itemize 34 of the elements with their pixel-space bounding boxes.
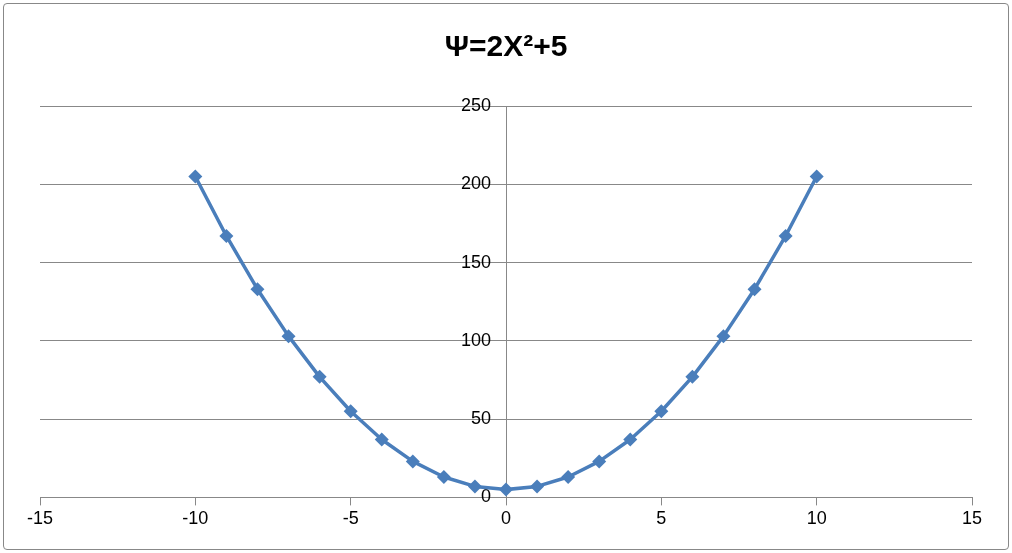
point (250, 282, 265, 297)
point (530, 479, 545, 494)
x-tick-label: 5 (656, 508, 667, 529)
point (467, 479, 482, 494)
point (219, 228, 234, 243)
x-tick-label: -10 (182, 508, 209, 529)
point (809, 169, 824, 184)
y-tick-label: 150 (460, 251, 506, 272)
y-tick-label: 100 (460, 329, 506, 350)
point (405, 454, 420, 469)
point (561, 470, 576, 485)
y-tick-label: 0 (480, 486, 506, 507)
y-tick-label: 50 (470, 408, 506, 429)
y-tick-label: 200 (460, 173, 506, 194)
point (281, 329, 296, 344)
x-tick-label: 15 (961, 508, 983, 529)
point (778, 228, 793, 243)
point (685, 369, 700, 384)
x-tick-label: 10 (806, 508, 827, 529)
point (343, 404, 358, 419)
point (312, 369, 327, 384)
point (499, 482, 513, 497)
chart-title: Ψ=2X²+5 (444, 29, 568, 63)
point (188, 169, 203, 184)
point (716, 329, 731, 344)
point (747, 282, 762, 297)
point (374, 432, 389, 447)
point (592, 454, 607, 469)
x-tick-label: -15 (26, 508, 54, 529)
point (654, 404, 669, 419)
y-tick-label: 250 (460, 94, 506, 115)
point (436, 470, 451, 485)
point (623, 432, 638, 447)
x-tick-label: -5 (342, 508, 359, 529)
